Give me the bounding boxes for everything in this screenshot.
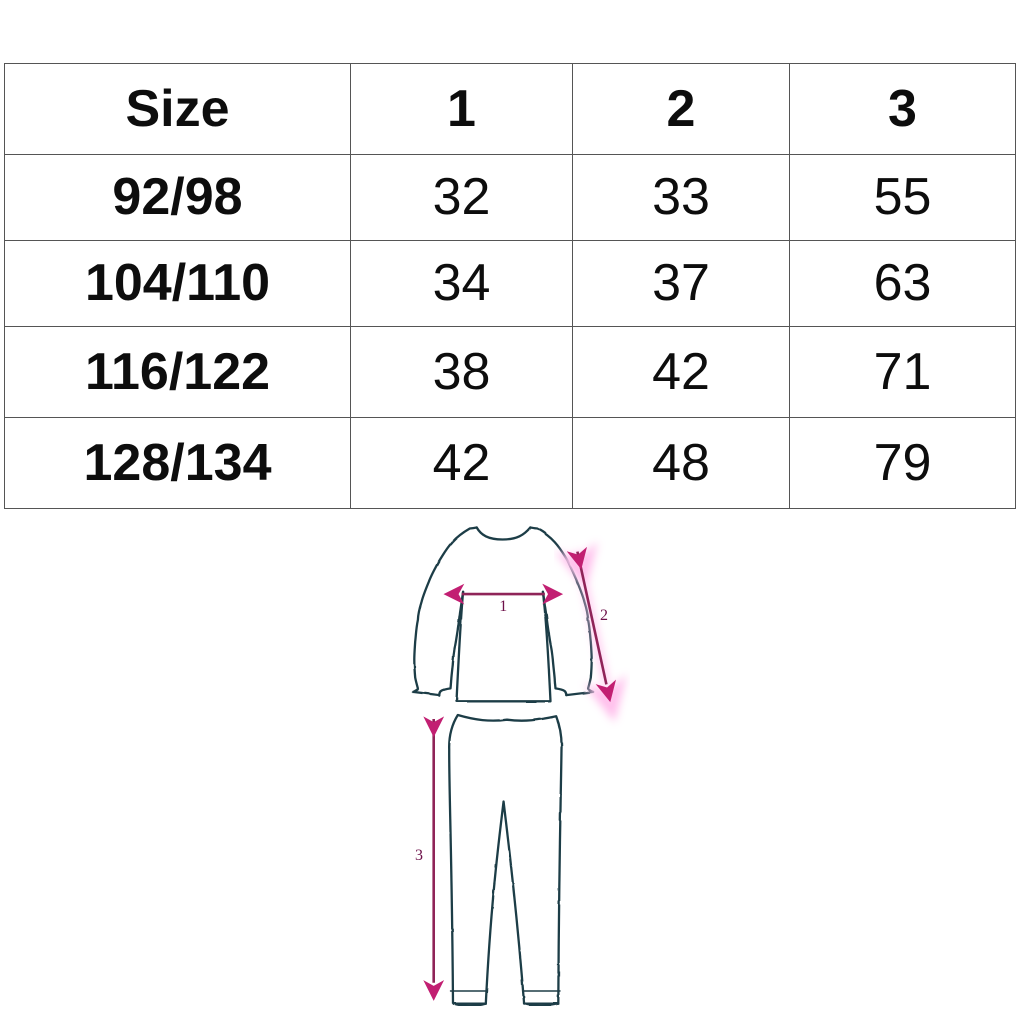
svg-text:2: 2 [600,607,608,624]
svg-text:3: 3 [415,847,423,864]
svg-text:1: 1 [499,598,507,615]
